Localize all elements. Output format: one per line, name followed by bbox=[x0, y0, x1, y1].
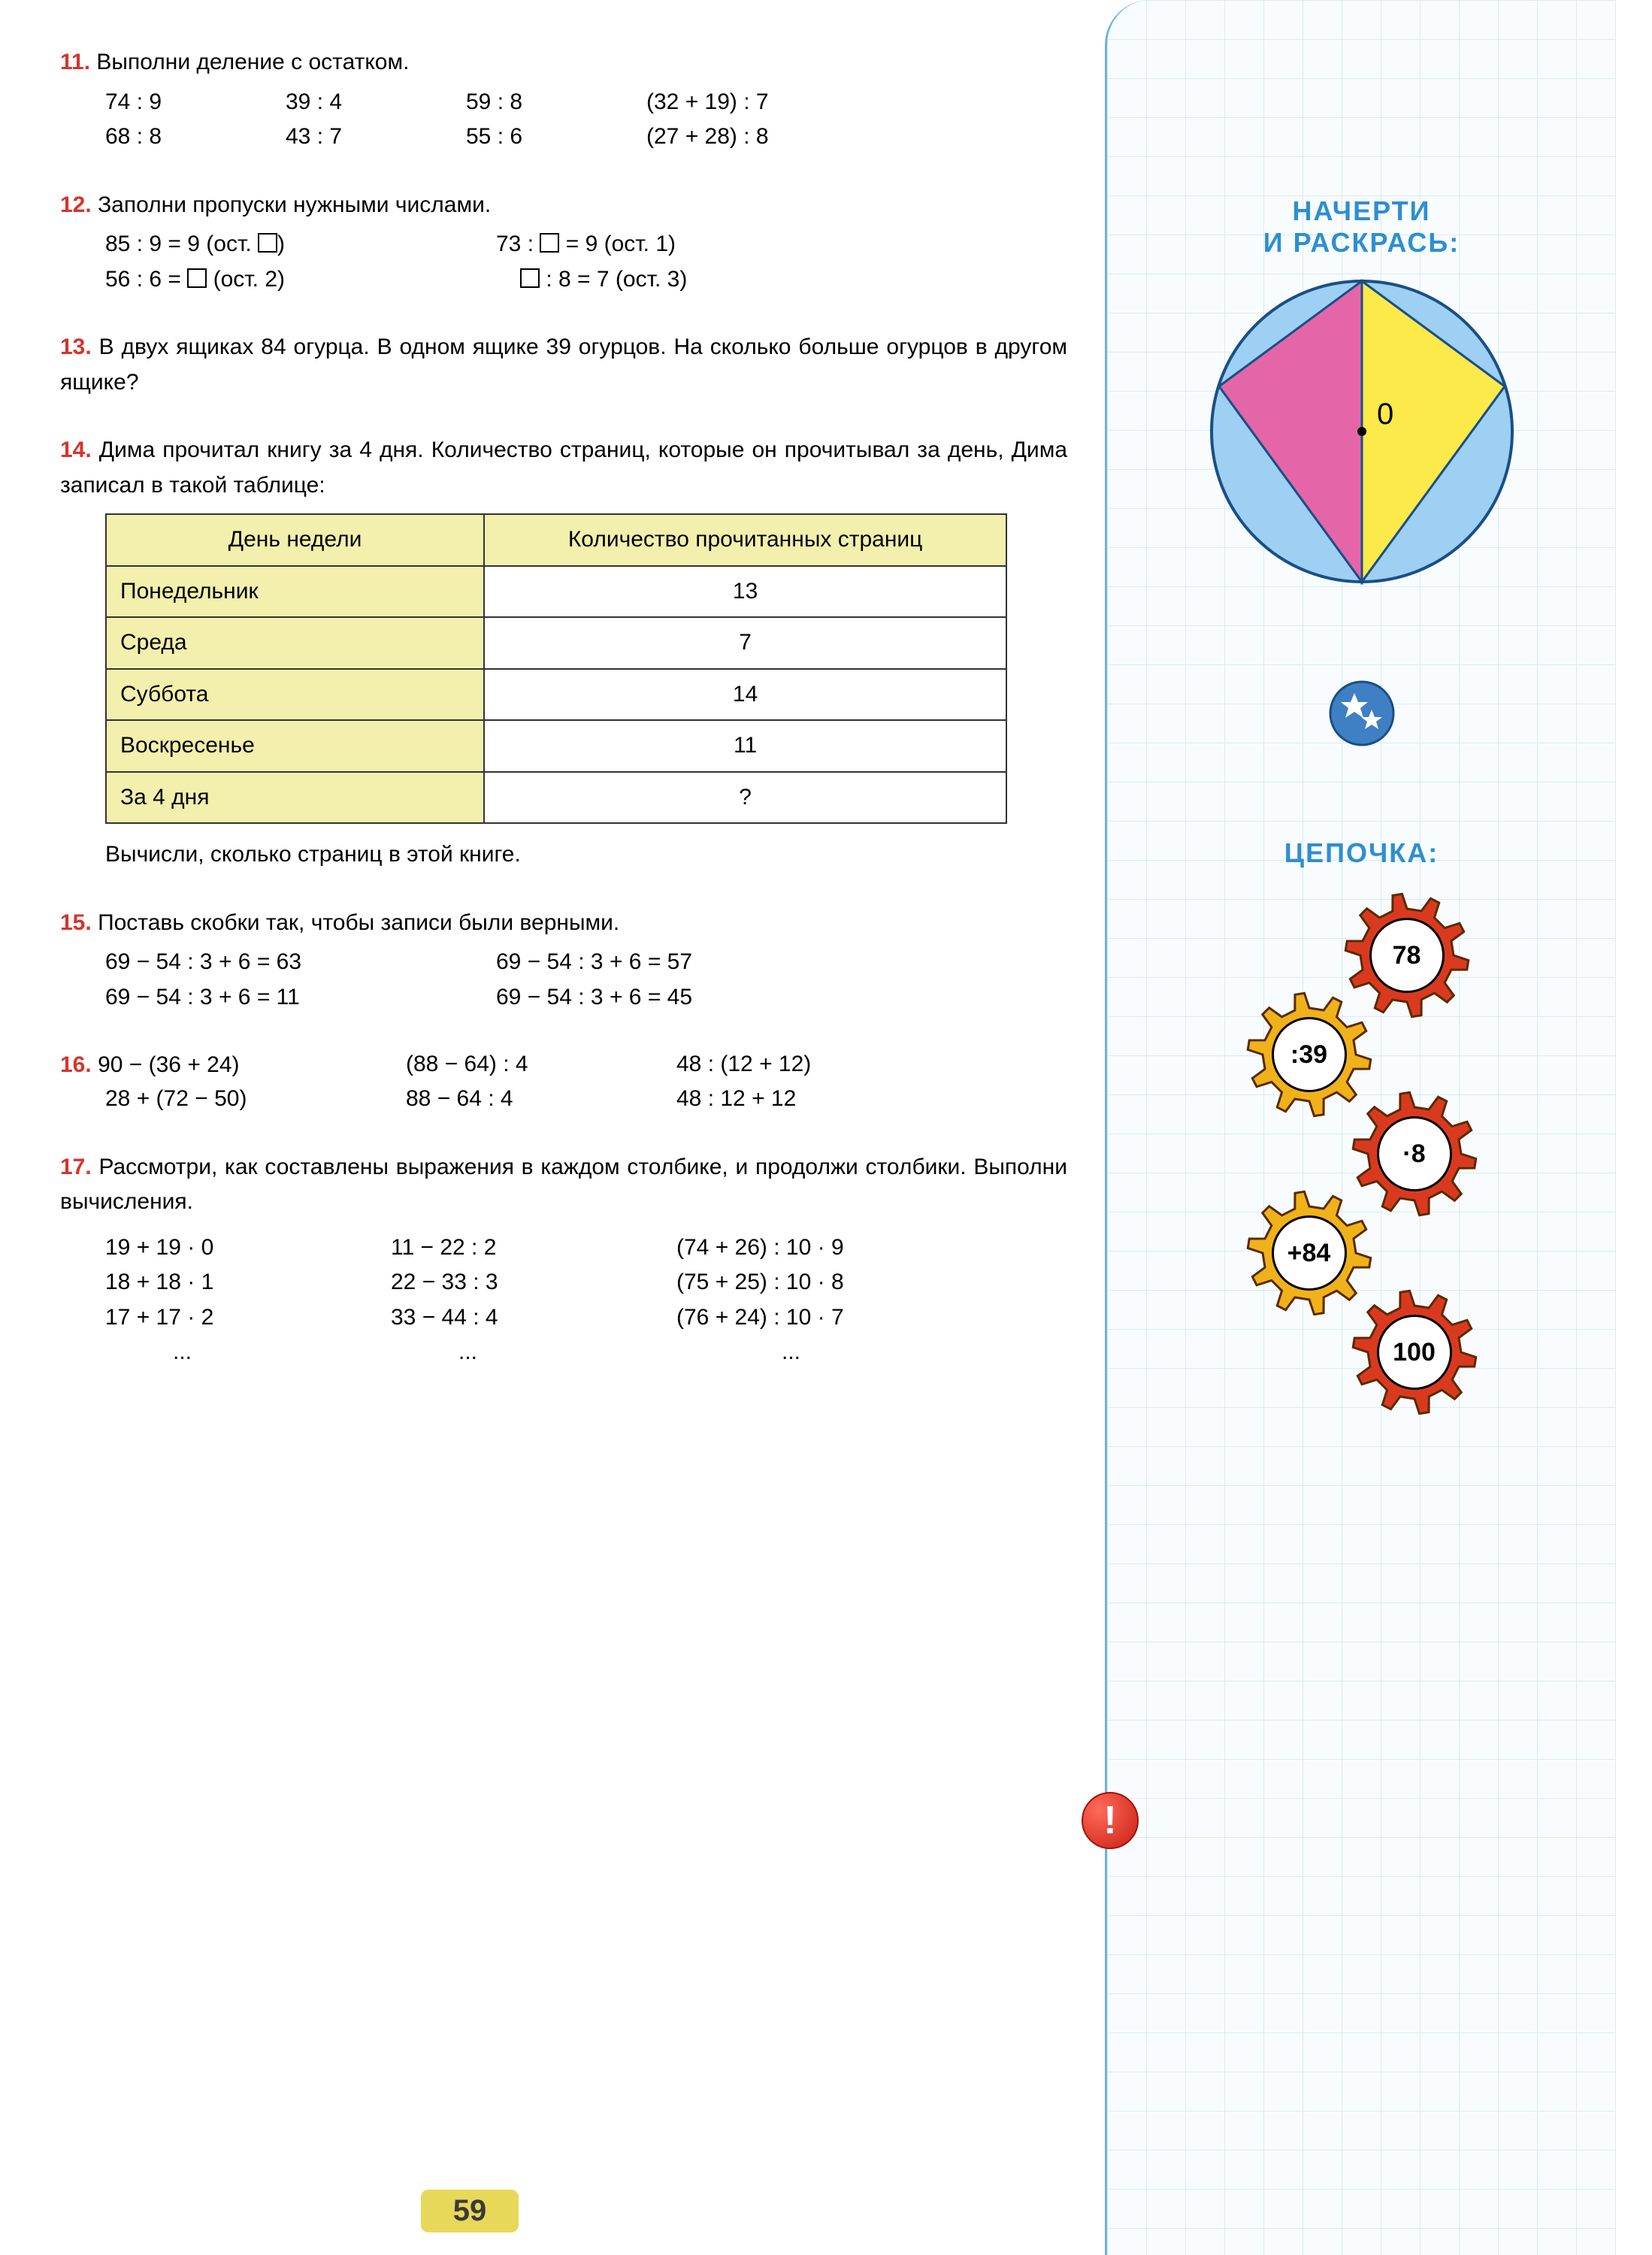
problem-11: 11. Выполни деление с остатком. 74 : 9 3… bbox=[60, 45, 1067, 155]
expr: 85 : 9 = 9 (ост. ) bbox=[105, 227, 436, 262]
expr: 22 − 33 : 3 bbox=[391, 1265, 616, 1300]
problem-17: 17. Рассмотри, как составлены выражения … bbox=[60, 1150, 1067, 1370]
problem-text: Дима прочитал книгу за 4 дня. Количество… bbox=[60, 437, 1067, 498]
pages-table: День недели Количество прочитанных стран… bbox=[105, 513, 1007, 824]
problem-text: Выполни деление с остатком. bbox=[96, 50, 409, 74]
expr: 69 − 54 : 3 + 6 = 11 bbox=[105, 980, 436, 1016]
gear: 100 bbox=[1351, 1288, 1478, 1416]
gear-label: 100 bbox=[1377, 1315, 1452, 1390]
expr: 69 − 54 : 3 + 6 = 57 bbox=[496, 945, 692, 980]
draw-circle-figure: 0 bbox=[1130, 274, 1593, 589]
sidebar-title: НАЧЕРТИ И РАСКРАСЬ: bbox=[1130, 195, 1593, 259]
expr: 18 + 18 · 1 bbox=[105, 1265, 331, 1300]
gear-label: +84 bbox=[1272, 1215, 1347, 1291]
expr: 68 : 8 bbox=[105, 120, 225, 155]
expr: 56 : 6 = (ост. 2) bbox=[105, 262, 436, 298]
center-label: 0 bbox=[1377, 398, 1393, 431]
problem-text: В двух ящиках 84 огурца. В одном ящике 3… bbox=[60, 334, 1067, 395]
page-number: 59 bbox=[421, 2190, 519, 2232]
expr: 28 + (72 − 50) bbox=[105, 1082, 346, 1117]
sidebar-chain-title: ЦЕПОЧКА: bbox=[1130, 837, 1593, 869]
expr: 11 − 22 : 2 bbox=[391, 1230, 616, 1266]
star-badge-icon bbox=[1130, 680, 1593, 747]
problem-aftertext: Вычисли, сколько страниц в этой книге. bbox=[60, 837, 1067, 873]
expr: (27 + 28) : 8 bbox=[646, 120, 842, 155]
main-column: 11. Выполни деление с остатком. 74 : 9 3… bbox=[0, 0, 1105, 2255]
table-header: День недели bbox=[106, 514, 484, 566]
expr: 74 : 9 bbox=[105, 85, 225, 120]
table-cell: Понедельник bbox=[106, 566, 484, 618]
problem-text: Поставь скобки так, чтобы записи были ве… bbox=[98, 910, 619, 935]
expr: (75 + 25) : 10 · 8 bbox=[676, 1265, 844, 1300]
problem-number: 14. bbox=[60, 437, 92, 462]
table-cell: 7 bbox=[484, 617, 1006, 669]
problem-14: 14. Дима прочитал книгу за 4 дня. Количе… bbox=[60, 433, 1067, 873]
problem-number: 11. bbox=[60, 50, 90, 74]
problem-16: 16. 90 − (36 + 24) (88 − 64) : 4 48 : (1… bbox=[60, 1048, 1067, 1117]
expr: 48 : 12 + 12 bbox=[676, 1082, 796, 1117]
gear-chain: 78 :39 ·8 +84 100 bbox=[1130, 891, 1593, 1416]
table-cell: ? bbox=[484, 772, 1006, 824]
table-cell: Воскресенье bbox=[106, 720, 484, 772]
problem-number: 13. bbox=[60, 334, 92, 359]
expr: 73 : = 9 (ост. 1) bbox=[496, 227, 676, 262]
expr: 43 : 7 bbox=[286, 120, 406, 155]
expr: 69 − 54 : 3 + 6 = 45 bbox=[496, 980, 692, 1016]
expr: 59 : 8 bbox=[466, 85, 586, 120]
expr: (32 + 19) : 7 bbox=[646, 85, 842, 120]
sidebar: НАЧЕРТИ И РАСКРАСЬ: 0 ЦЕПОЧКА: bbox=[1105, 0, 1616, 2255]
expr: 88 − 64 : 4 bbox=[406, 1082, 616, 1117]
expr: ... bbox=[676, 1335, 800, 1370]
expr: 39 : 4 bbox=[286, 85, 406, 120]
problem-text: Рассмотри, как составлены выражения в ка… bbox=[60, 1155, 1067, 1215]
problem-number: 17. bbox=[60, 1155, 92, 1179]
expr: 33 − 44 : 4 bbox=[391, 1300, 616, 1336]
table-cell: Среда bbox=[106, 617, 484, 669]
problem-13: 13. В двух ящиках 84 огурца. В одном ящи… bbox=[60, 330, 1067, 400]
expr: (76 + 24) : 10 · 7 bbox=[676, 1300, 844, 1336]
expr: : 8 = 7 (ост. 3) bbox=[496, 262, 687, 298]
expr: 55 : 6 bbox=[466, 120, 586, 155]
expr: 17 + 17 · 2 bbox=[105, 1300, 331, 1336]
expr: 69 − 54 : 3 + 6 = 63 bbox=[105, 945, 436, 980]
table-cell: 14 bbox=[484, 669, 1006, 721]
expr: 19 + 19 · 0 bbox=[105, 1230, 331, 1266]
gear-label: :39 bbox=[1272, 1017, 1347, 1092]
problem-text: Заполни пропуски нужными числами. bbox=[98, 192, 491, 217]
table-cell: 11 bbox=[484, 720, 1006, 772]
expr: ... bbox=[391, 1335, 616, 1370]
problem-number: 16. bbox=[60, 1052, 92, 1077]
table-cell: Суббота bbox=[106, 669, 484, 721]
expr: (88 − 64) : 4 bbox=[406, 1047, 616, 1082]
problem-12: 12. Заполни пропуски нужными числами. 85… bbox=[60, 188, 1067, 298]
table-header: Количество прочитанных страниц bbox=[484, 514, 1006, 566]
problem-15: 15. Поставь скобки так, чтобы записи был… bbox=[60, 906, 1067, 1016]
expr: ... bbox=[105, 1335, 331, 1370]
table-cell: За 4 дня bbox=[106, 772, 484, 824]
problem-number: 12. bbox=[60, 192, 92, 217]
problem-number: 15. bbox=[60, 910, 92, 935]
table-cell: 13 bbox=[484, 566, 1006, 618]
expr: (74 + 26) : 10 · 9 bbox=[676, 1230, 844, 1266]
exclamation-icon: ! bbox=[1082, 1792, 1139, 1849]
gear-label: ·8 bbox=[1377, 1116, 1452, 1191]
gear-label: 78 bbox=[1369, 918, 1445, 993]
expr: 48 : (12 + 12) bbox=[676, 1047, 811, 1082]
